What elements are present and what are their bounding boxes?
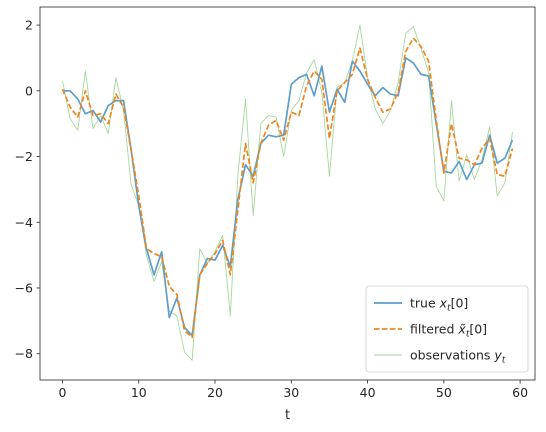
- y-tick-label-3: −4: [15, 215, 33, 230]
- x-tick-label-40: 40: [360, 385, 376, 400]
- x-tick-label-60: 60: [512, 385, 528, 400]
- x-tick-label-0: 0: [59, 385, 67, 400]
- legend-label-filtered: filtered x̃t[0]: [410, 322, 487, 340]
- y-tick-label-2: −2: [15, 149, 33, 164]
- y-tick-label-5: −8: [15, 346, 33, 361]
- y-tick-label-1: 0: [25, 83, 33, 98]
- legend-box: [365, 285, 529, 373]
- x-tick-label-10: 10: [131, 385, 147, 400]
- legend-label-observations: observations yt: [410, 348, 506, 366]
- x-tick-label-50: 50: [436, 385, 452, 400]
- x-tick-label-20: 20: [207, 385, 223, 400]
- x-axis-label: t: [285, 408, 290, 423]
- x-tick-label-30: 30: [283, 385, 299, 400]
- series-layer: [61, 24, 514, 361]
- y-tick-label-4: −6: [15, 280, 33, 295]
- y-tick-label-0: 2: [25, 18, 33, 33]
- plot-frame: [39, 6, 536, 381]
- legend-label-true: true xt[0]: [410, 296, 468, 314]
- series-line-filtered: [61, 37, 514, 339]
- legend: true xt[0] filtered x̃t[0] observations yt: [365, 285, 529, 373]
